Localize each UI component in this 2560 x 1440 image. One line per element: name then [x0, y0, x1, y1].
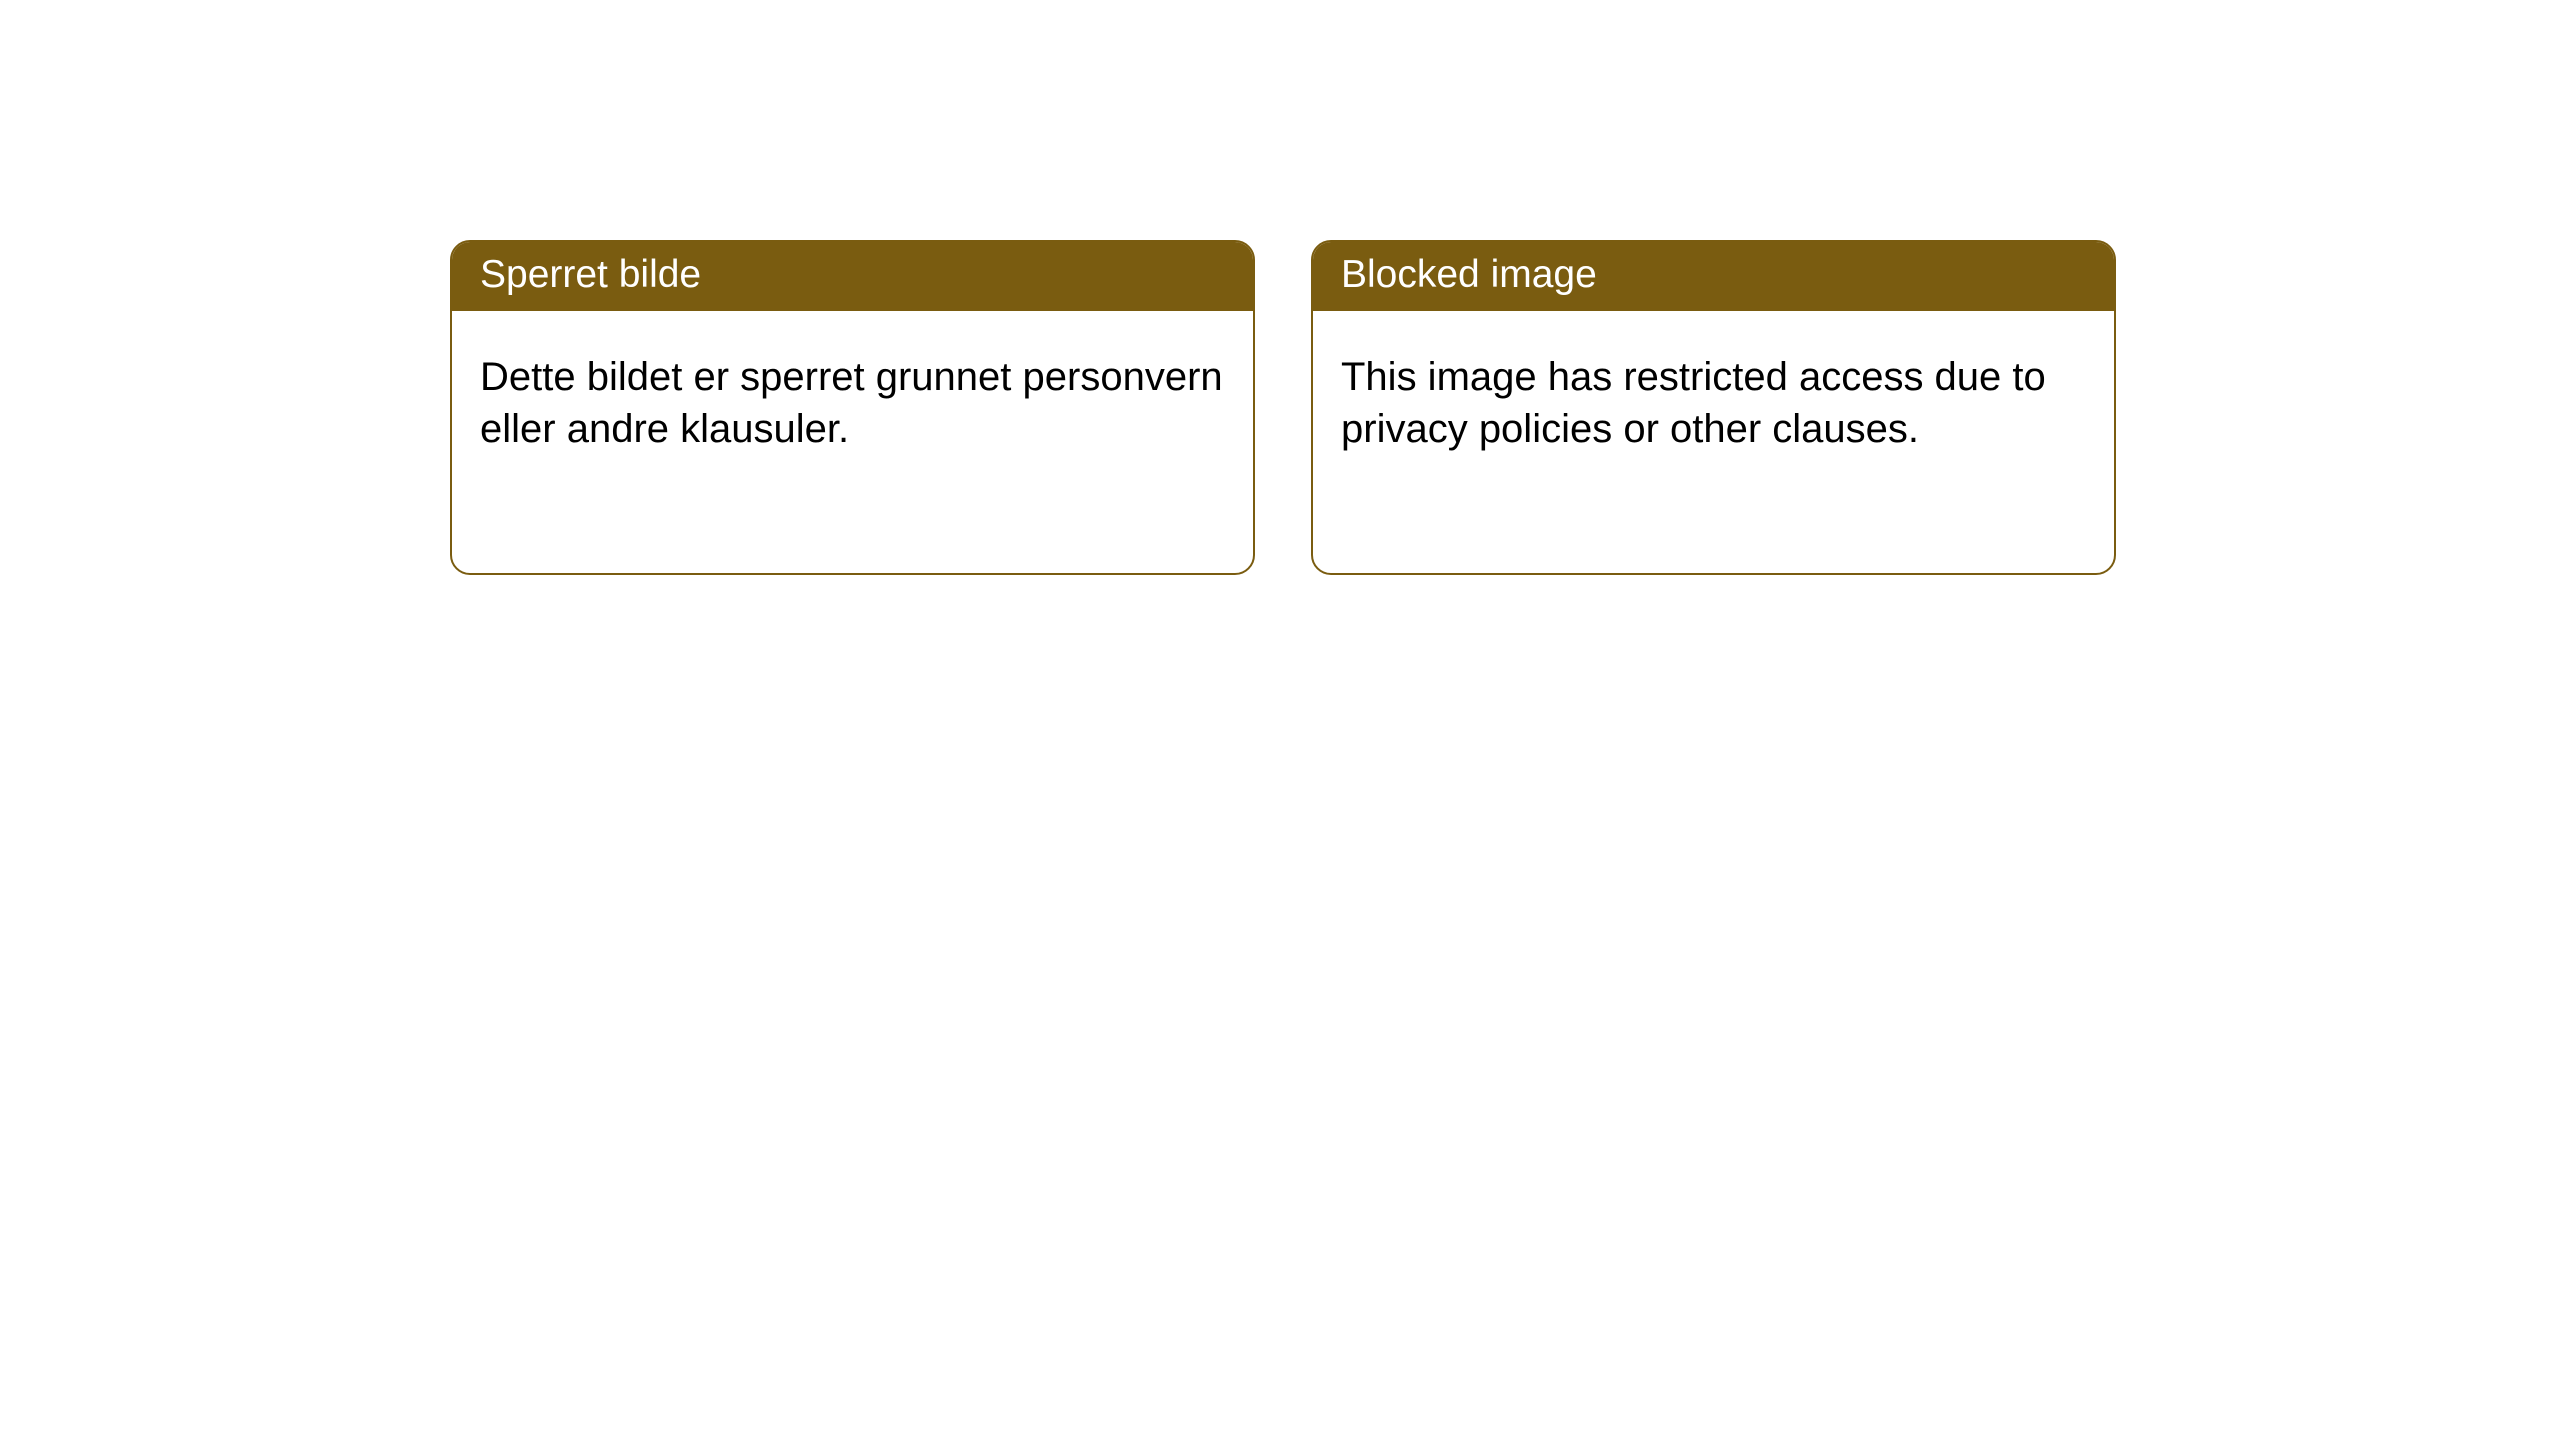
notice-header: Blocked image: [1313, 242, 2114, 311]
notice-card-norwegian: Sperret bilde Dette bildet er sperret gr…: [450, 240, 1255, 575]
notice-header: Sperret bilde: [452, 242, 1253, 311]
notice-body: This image has restricted access due to …: [1313, 311, 2114, 483]
notice-card-english: Blocked image This image has restricted …: [1311, 240, 2116, 575]
notice-container: Sperret bilde Dette bildet er sperret gr…: [0, 0, 2560, 575]
notice-body: Dette bildet er sperret grunnet personve…: [452, 311, 1253, 483]
